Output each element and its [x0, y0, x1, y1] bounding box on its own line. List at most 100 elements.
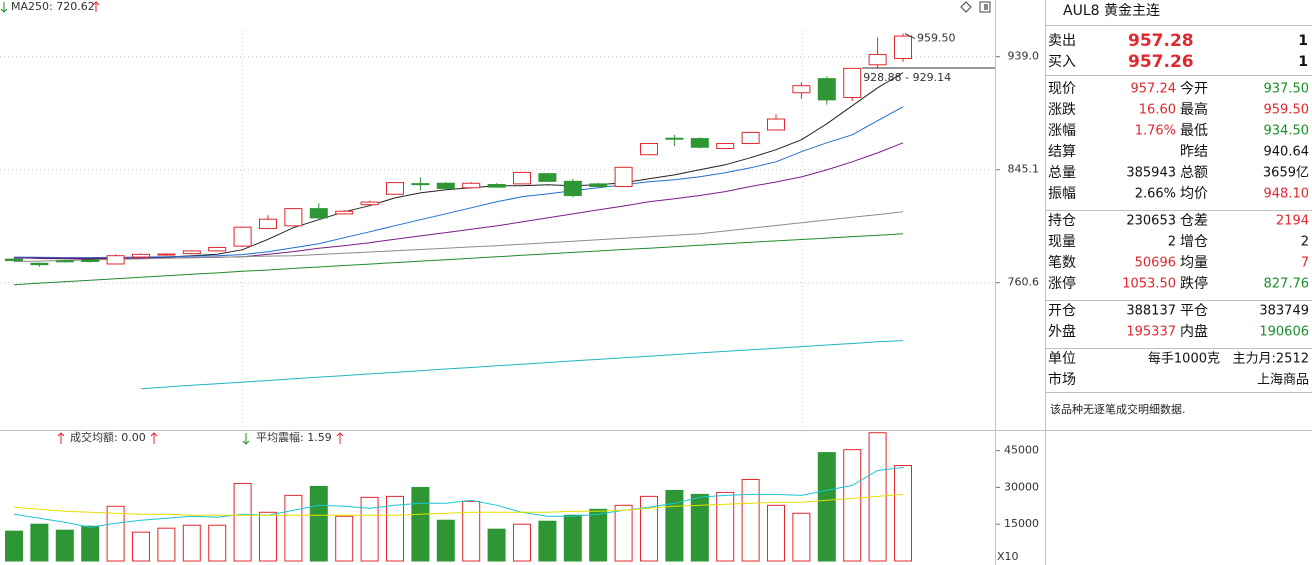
- volume-bar: [640, 495, 658, 562]
- volume-bar: [30, 523, 49, 562]
- field-label: 结算: [1048, 144, 1076, 160]
- order-label: 买入: [1048, 54, 1076, 70]
- field-label: 外盘: [1048, 323, 1076, 340]
- arrow-icon: [150, 432, 158, 444]
- volume-bar: [767, 504, 785, 562]
- legend-entry: 平均震幅: 1.59: [256, 431, 332, 444]
- field-value: 934.50: [1264, 124, 1310, 139]
- volume-bar: [436, 519, 455, 562]
- field-label: 市场: [1048, 371, 1076, 388]
- volume-bar: [81, 525, 100, 562]
- field-label: 总额: [1180, 165, 1208, 181]
- volume-bar: [690, 493, 709, 562]
- ma-line: [13, 106, 904, 259]
- field-value: 190606: [1259, 325, 1309, 340]
- volume-bar: [665, 489, 684, 562]
- field-label: 跌停: [1180, 275, 1208, 292]
- field-value: 3659亿: [1263, 166, 1309, 181]
- field-label: 最高: [1180, 101, 1208, 118]
- order-volume: 1: [1298, 33, 1308, 49]
- candle-body: [614, 166, 633, 187]
- volume-bar: [233, 482, 252, 562]
- arrow-icon: [336, 432, 344, 444]
- candle-body: [208, 246, 227, 252]
- volume-bar: [208, 524, 227, 562]
- field-label: 单位: [1048, 351, 1076, 367]
- volume-bar: [792, 512, 811, 562]
- candle-body: [335, 210, 354, 215]
- field-value: 每手1000克: [1148, 351, 1220, 367]
- volume-bar: [614, 504, 633, 562]
- candle-body: [741, 131, 760, 145]
- candle-body: [106, 255, 125, 265]
- volume-bar: [55, 529, 74, 562]
- volume-bar: [817, 452, 836, 562]
- panel-title: AUL8 黄金主连: [1063, 2, 1160, 19]
- annotation: 959.50: [917, 32, 956, 45]
- order-price: 957.26: [1128, 52, 1194, 72]
- volume-bar: [411, 486, 430, 562]
- field-label: 涨停: [1048, 275, 1076, 292]
- field-value: 937.50: [1264, 82, 1310, 97]
- volume-bar: [741, 478, 760, 562]
- y-tick-label: 760.6: [1008, 276, 1040, 289]
- volume-bar: [386, 495, 404, 562]
- y-tick-label: 939.0: [1008, 50, 1040, 63]
- ma-line: [13, 233, 904, 286]
- field-label: 现量: [1048, 234, 1076, 250]
- field-value: 50696: [1135, 256, 1176, 271]
- arrow-icon: [242, 433, 250, 445]
- candle-body: [563, 180, 582, 197]
- candle-body: [55, 260, 74, 263]
- unit-label: X10: [997, 550, 1019, 563]
- candle-body: [716, 143, 735, 149]
- volume-bar: [894, 465, 912, 562]
- candle-body: [538, 173, 557, 182]
- candle-body: [513, 171, 531, 185]
- field-label: 增仓: [1180, 234, 1208, 250]
- volume-bar: [259, 511, 277, 562]
- field-label: 仓差: [1180, 213, 1208, 229]
- candle-body: [360, 201, 379, 206]
- volume-bar: [462, 500, 481, 562]
- volume-bar: [335, 515, 354, 562]
- field-value: 7: [1301, 256, 1309, 271]
- field-value: 959.50: [1264, 103, 1310, 118]
- field-label: 今开: [1180, 81, 1208, 97]
- volume-bar: [5, 530, 23, 562]
- field-label: 均量: [1180, 255, 1208, 271]
- volume-bar: [157, 527, 176, 562]
- order-volume: 1: [1298, 54, 1308, 70]
- field-value: 383749: [1259, 304, 1309, 319]
- volume-bar: [513, 523, 531, 562]
- field-value: 16.60: [1139, 103, 1176, 118]
- candle-body: [894, 35, 912, 59]
- panel-note: 该品种无逐笔成交明细数据.: [1050, 402, 1186, 416]
- ma-line: [140, 340, 904, 390]
- ma-line: [13, 467, 904, 528]
- field-label: 平仓: [1180, 303, 1208, 319]
- field-value: 827.76: [1264, 277, 1310, 292]
- candle-body: [589, 183, 608, 187]
- candle-body: [132, 253, 150, 258]
- ma-line: [13, 211, 904, 263]
- y-tick-label: 15000: [1004, 517, 1039, 530]
- field-label: 最低: [1180, 123, 1208, 139]
- settings-icon[interactable]: [960, 1, 972, 13]
- field-value: 1053.50: [1122, 277, 1176, 292]
- field-value: 948.10: [1264, 187, 1310, 202]
- field-label: 笔数: [1048, 255, 1076, 271]
- window-icon[interactable]: [979, 1, 991, 13]
- volume-bar: [182, 524, 201, 562]
- candle-body: [386, 182, 404, 195]
- field-label: 涨跌: [1048, 102, 1076, 118]
- field-label: 均价: [1180, 186, 1208, 202]
- field-label: 涨幅: [1048, 123, 1076, 139]
- field-label: 昨结: [1180, 144, 1208, 160]
- candle-body: [411, 183, 430, 186]
- annotation: 928.88 - 929.14: [863, 71, 951, 84]
- candle-body: [233, 226, 252, 247]
- field-label: 现价: [1048, 81, 1076, 97]
- candle-body: [436, 182, 455, 189]
